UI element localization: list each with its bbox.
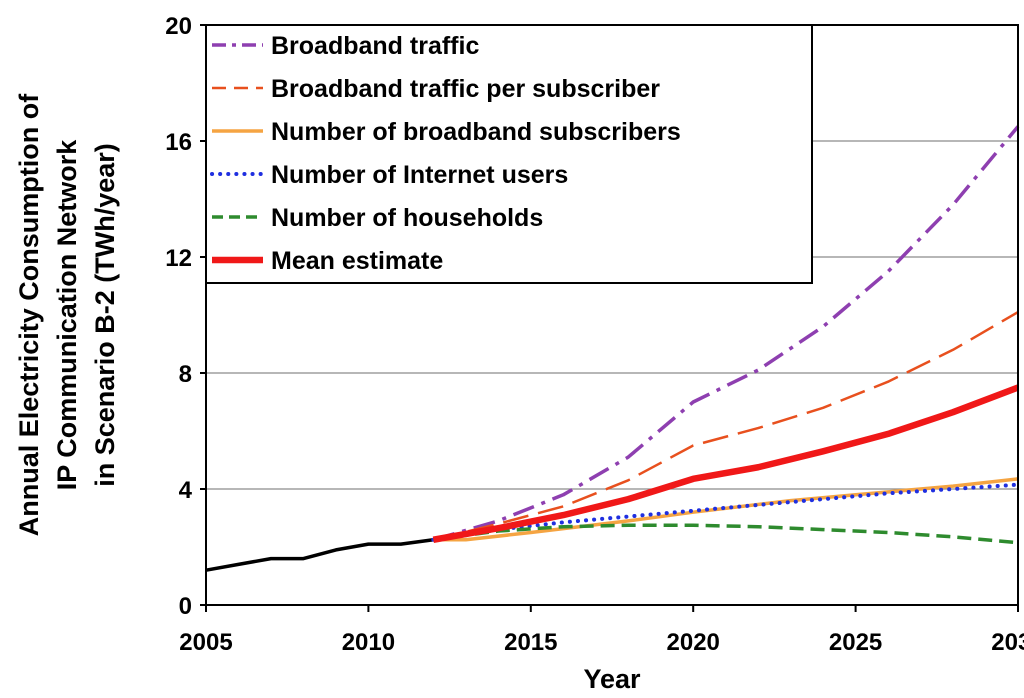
legend-label: Number of broadband subscribers <box>271 118 681 146</box>
legend-item-mean-estimate: Mean estimate <box>212 247 443 275</box>
legend-label: Number of households <box>271 204 543 232</box>
plot-lines <box>205 125 1020 572</box>
legend-item-broadband-traffic-per-subscriber: Broadband traffic per subscriber <box>212 75 660 103</box>
y-tick-label: 20 <box>165 13 192 40</box>
y-tick-label: 0 <box>179 593 192 620</box>
series-broadband-traffic-per-subscriber-line <box>433 311 1019 541</box>
x-tick-label: 2010 <box>342 629 395 656</box>
series-number-of-broadband-subscribers-line <box>433 477 1019 542</box>
x-axis-title: Year <box>583 664 641 694</box>
y-axis-title-line-2: IP Communication Network <box>52 139 82 491</box>
legend: Broadband traffic Broadband traffic per s… <box>205 24 813 284</box>
x-tick-label: 2005 <box>179 629 232 656</box>
legend-label: Mean estimate <box>271 247 443 275</box>
legend-label: Broadband traffic per subscriber <box>271 75 660 103</box>
series-historical-line <box>205 538 434 572</box>
y-tick-label: 4 <box>179 477 193 504</box>
x-tick-label: 2025 <box>829 629 882 656</box>
legend-label: Number of Internet users <box>271 161 568 189</box>
x-tick-label: 2030 <box>991 629 1024 656</box>
legend-item-number-of-households: Number of households <box>212 204 543 232</box>
series-mean-estimate-line <box>432 384 1020 543</box>
y-axis-ticks: 0 4 8 12 16 20 <box>165 13 206 620</box>
x-axis-ticks: 2005 2010 2015 2020 2025 2030 <box>179 605 1024 656</box>
x-tick-label: 2015 <box>504 629 557 656</box>
series-number-of-internet-users-line <box>431 482 1020 542</box>
series-broadband-traffic-line <box>432 125 1020 542</box>
legend-item-number-of-broadband-subscribers: Number of broadband subscribers <box>212 118 681 146</box>
y-axis-title: Annual Electricity Consumption of IP Com… <box>14 93 120 537</box>
y-axis-title-line-1: Annual Electricity Consumption of <box>14 93 44 537</box>
y-axis-title-line-3: in Scenario B-2 (TWh/year) <box>90 143 120 487</box>
legend-label: Broadband traffic <box>271 32 479 60</box>
series-number-of-households-line <box>433 523 1019 545</box>
legend-item-number-of-internet-users: Number of Internet users <box>210 161 568 189</box>
y-tick-label: 16 <box>165 129 192 156</box>
y-tick-label: 8 <box>179 361 192 388</box>
x-tick-label: 2020 <box>667 629 720 656</box>
legend-item-broadband-traffic: Broadband traffic <box>212 32 479 60</box>
legend-box <box>205 24 813 284</box>
y-tick-label: 12 <box>165 245 192 272</box>
